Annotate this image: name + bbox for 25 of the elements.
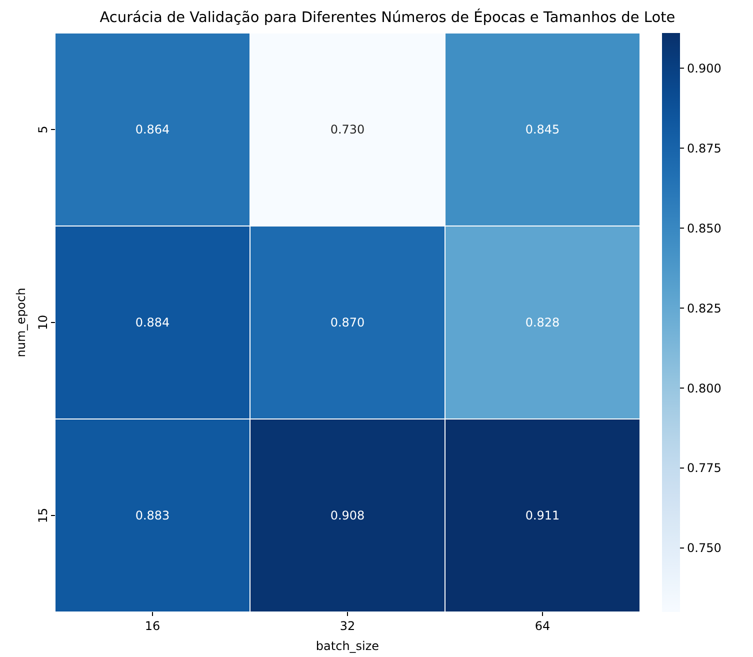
color-bar-label: 0.800 — [687, 381, 722, 396]
color-bar-label: 0.825 — [687, 301, 722, 316]
color-bar-label: 0.775 — [687, 461, 722, 476]
data-label: 0.730 — [330, 122, 365, 137]
data-label: 0.870 — [330, 316, 365, 330]
chart-title: Acurácia de Validação para Diferentes Números de Épocas e Tamanhos de Lote — [100, 8, 676, 26]
color-bar-label: 0.875 — [687, 141, 722, 156]
data-label: 0.845 — [525, 122, 560, 137]
data-label: 0.908 — [330, 508, 365, 523]
data-label: 0.884 — [135, 316, 170, 330]
color-bar-label: 0.750 — [687, 541, 722, 556]
y-axis-title: num_epoch — [14, 288, 28, 358]
y-tick-label: 5 — [36, 126, 50, 134]
data-label: 0.883 — [135, 508, 170, 523]
x-tick-label: 64 — [534, 619, 550, 633]
data-label: 0.828 — [525, 316, 560, 330]
y-tick-label: 10 — [36, 314, 50, 330]
color-bar-label: 0.850 — [687, 221, 722, 236]
y-tick-label: 15 — [36, 508, 50, 524]
x-tick-label: 32 — [340, 619, 356, 633]
data-label: 0.911 — [525, 508, 560, 523]
x-tick-label: 16 — [144, 619, 160, 633]
data-label: 0.864 — [135, 122, 170, 137]
x-axis-title: batch_size — [316, 639, 380, 653]
color-bar-label: 0.900 — [687, 61, 722, 76]
